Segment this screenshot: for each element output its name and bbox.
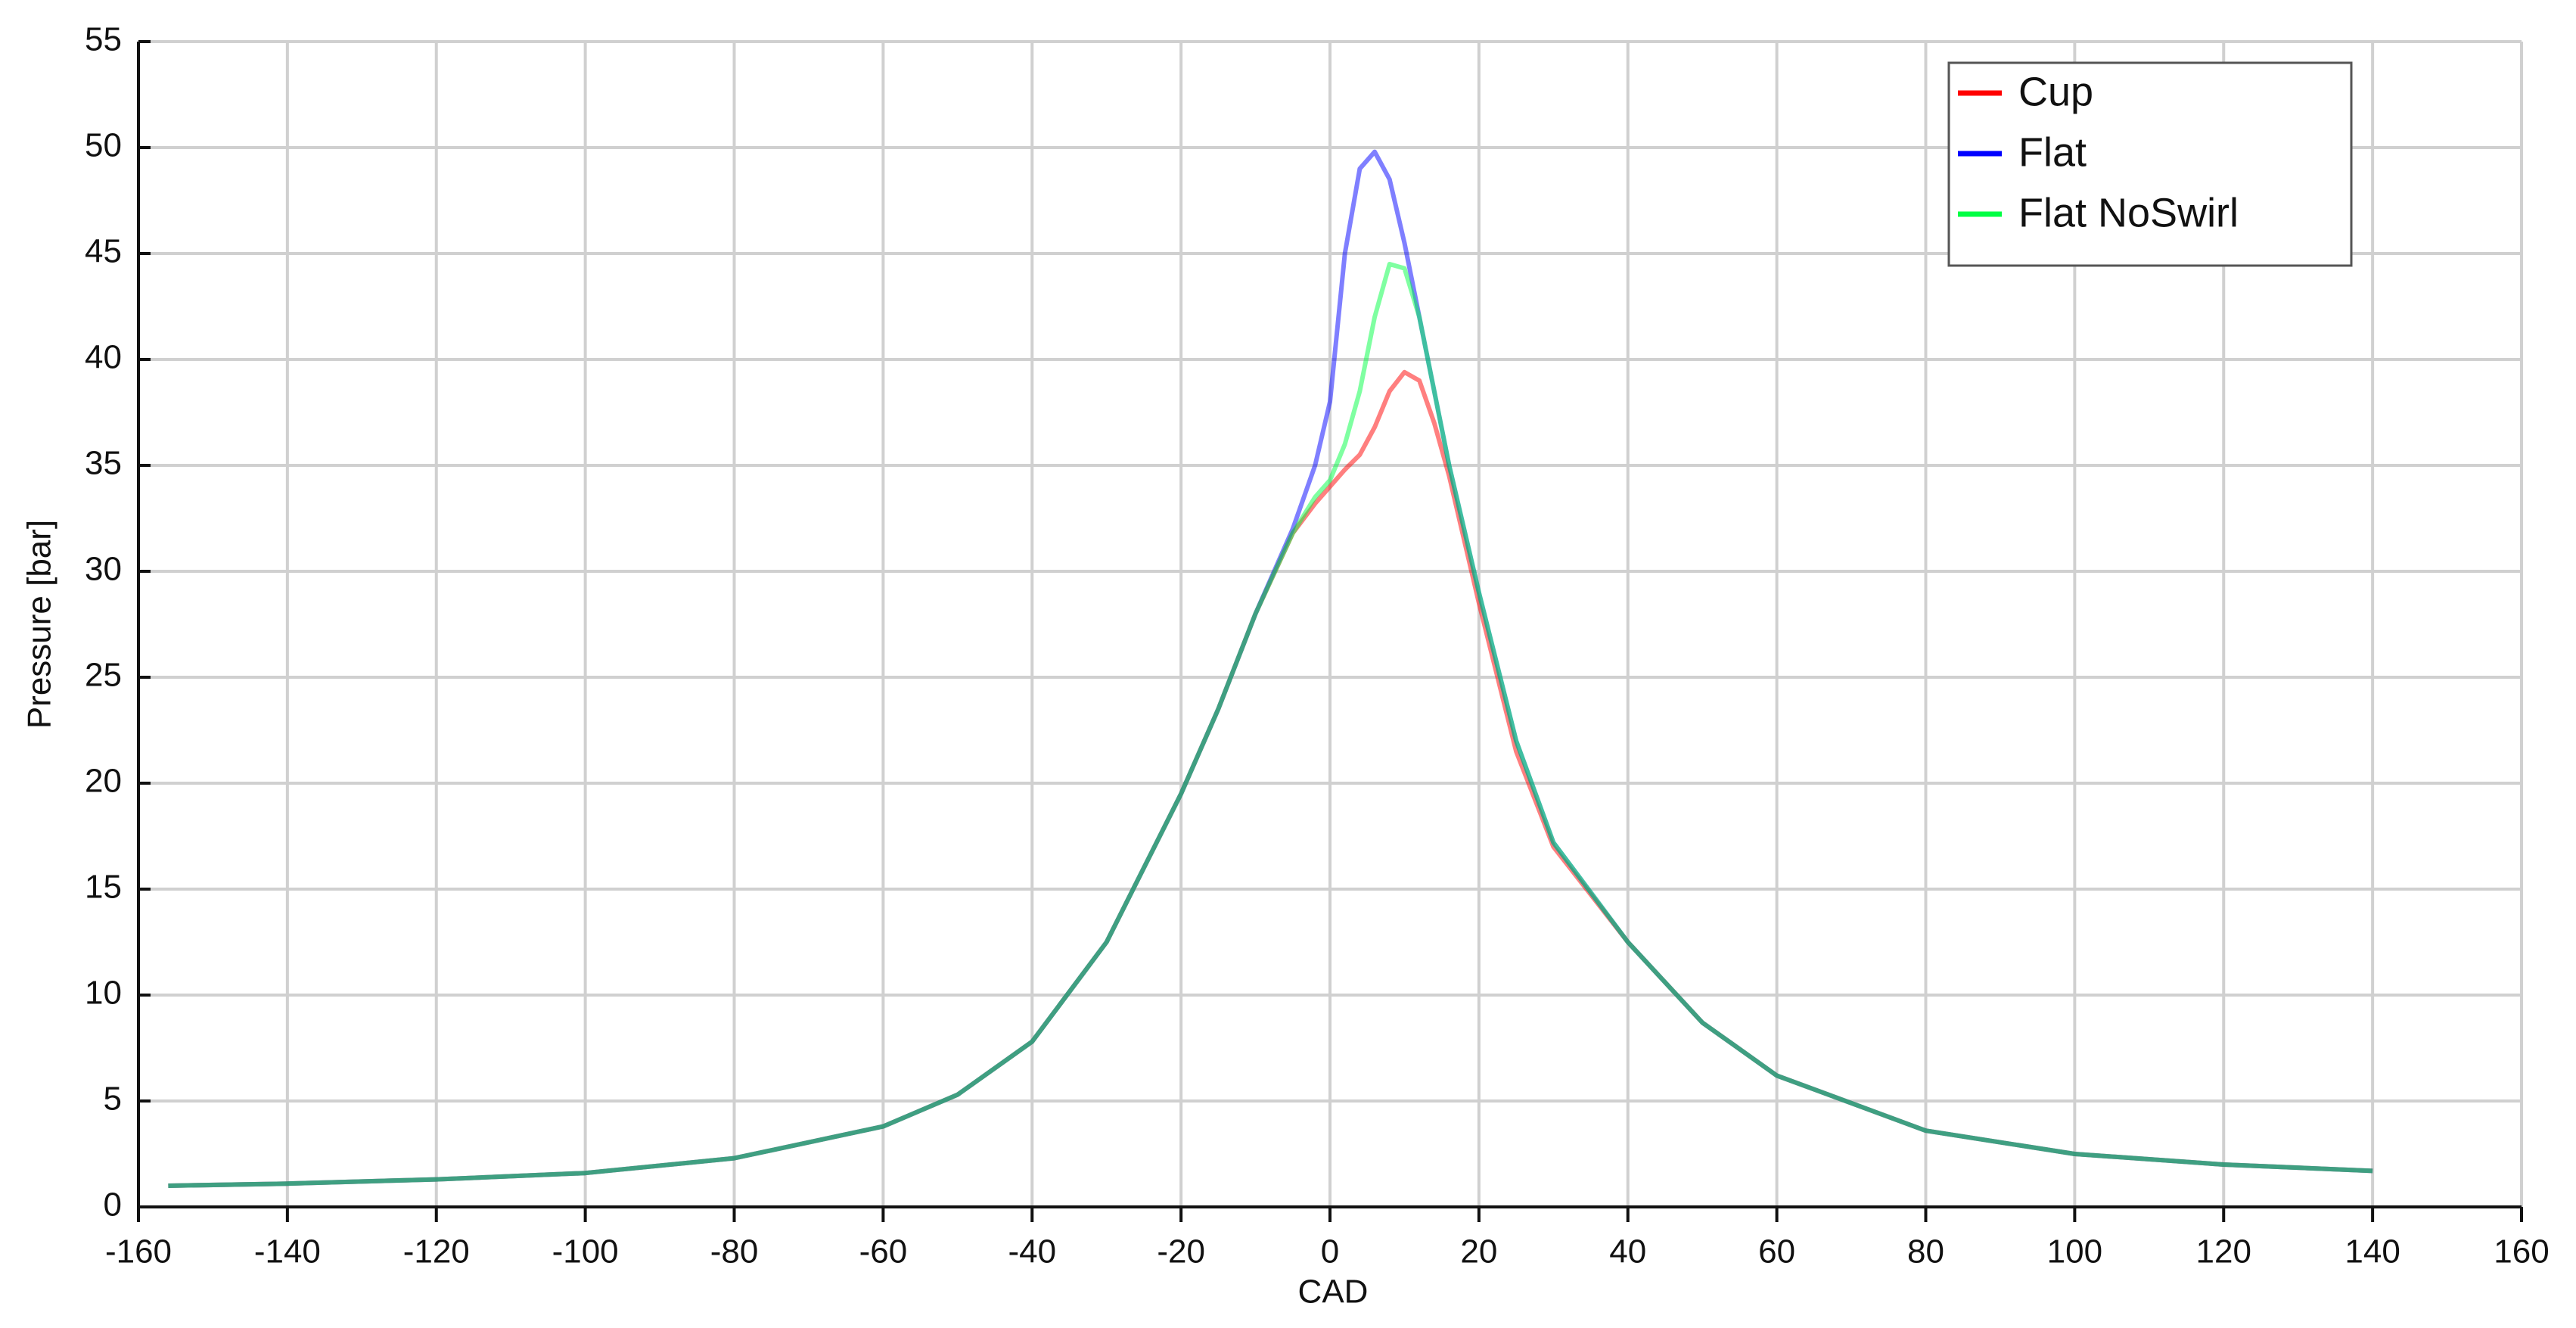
series-line [168,149,2373,1188]
x-tick-label: -40 [1008,1233,1056,1270]
legend-label: Flat NoSwirl [2018,190,2239,235]
y-tick-label: 55 [85,21,122,58]
series-line [168,262,2373,1188]
legend: Cup Flat Flat NoSwirl [1947,61,2353,267]
y-tick-label: 10 [85,975,122,1012]
x-tick-label: -100 [552,1233,619,1270]
y-tick-label: 45 [85,233,122,270]
y-tick-label: 0 [104,1186,122,1224]
y-tick-label: 20 [85,763,122,800]
x-tick-label: 80 [1907,1233,1944,1270]
x-tick-label: -140 [254,1233,321,1270]
y-tick-label: 40 [85,339,122,376]
x-tick-label: -60 [859,1233,908,1270]
legend-label: Cup [2018,69,2093,114]
x-tick-label: 0 [1321,1233,1339,1270]
y-tick-label: 50 [85,127,122,164]
y-tick-label: 15 [85,869,122,906]
x-tick-label: 60 [1758,1233,1795,1270]
x-tick-label: -80 [710,1233,759,1270]
x-tick-label: -20 [1157,1233,1205,1270]
x-tick-label: -160 [105,1233,172,1270]
x-tick-label: 120 [2196,1233,2251,1270]
x-axis-label: CAD [1298,1274,1369,1311]
x-tick-label: 160 [2494,1233,2549,1270]
legend-label: Flat [2018,129,2087,175]
x-tick-label: 100 [2047,1233,2102,1270]
y-axis-label: Pressure [bar] [21,520,58,729]
y-tick-label: 25 [85,657,122,694]
x-tick-label: -120 [403,1233,470,1270]
legend-box [1947,61,2353,267]
y-tick-label: 35 [85,445,122,482]
y-tick-label: 30 [85,551,122,588]
x-tick-label: 40 [1609,1233,1646,1270]
y-tick-label: 5 [104,1081,122,1118]
series-line [168,369,2373,1188]
x-tick-label: 20 [1460,1233,1497,1270]
x-tick-label: 140 [2345,1233,2400,1270]
